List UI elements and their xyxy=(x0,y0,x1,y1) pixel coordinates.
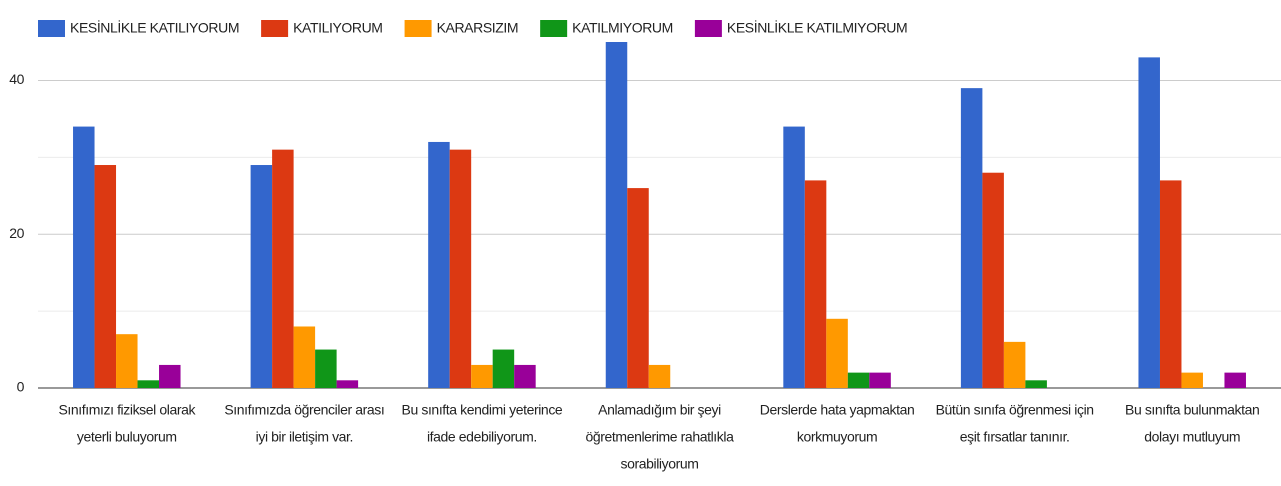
bar xyxy=(960,88,983,388)
bar xyxy=(869,372,891,388)
legend-swatch xyxy=(540,20,568,37)
bar xyxy=(826,318,848,388)
bar xyxy=(804,180,827,388)
x-tick-label: yeterli buluyorum xyxy=(77,429,177,445)
bar xyxy=(627,188,649,388)
x-tick-label: iyi bir iletişim var. xyxy=(256,429,353,445)
legend-label: KATILIYORUM xyxy=(293,20,382,36)
x-tick-label: Sınıfımızda öğrenciler arası xyxy=(224,402,384,418)
y-tick-label: 40 xyxy=(9,71,24,87)
bar xyxy=(1025,380,1047,388)
bar xyxy=(1224,372,1246,388)
bar xyxy=(293,326,316,388)
bar xyxy=(648,364,671,388)
legend-swatch xyxy=(694,20,722,37)
bar xyxy=(982,172,1004,388)
x-tick-label: korkmuyorum xyxy=(797,429,877,445)
bar xyxy=(605,42,628,388)
legend-swatch xyxy=(404,20,432,37)
legend-label: KARARSIZIM xyxy=(437,20,519,36)
x-tick-label: öğretmenlerime rahatlıkla xyxy=(586,429,735,445)
bar xyxy=(783,126,805,389)
bar xyxy=(250,165,273,388)
x-tick-label: Bütün sınıfa öğrenmesi için xyxy=(936,402,1094,418)
x-tick-label: Anlamadığım bir şeyi xyxy=(598,402,721,418)
x-tick-label: ifade edebiliyorum. xyxy=(427,429,537,445)
bar xyxy=(428,141,450,388)
legend-label: KESİNLİKLE KATILIYORUM xyxy=(70,19,239,36)
bar xyxy=(471,364,493,388)
legend-swatch xyxy=(38,20,65,37)
bar xyxy=(137,380,160,388)
bar xyxy=(847,372,870,388)
x-tick-label: dolayı mutluyum xyxy=(1144,429,1240,445)
legend-label: KESİNLİKLE KATILMIYORUM xyxy=(727,19,907,36)
y-tick-label: 0 xyxy=(17,379,25,395)
bar xyxy=(1159,180,1182,388)
x-tick-label: sorabiliyorum xyxy=(620,456,698,472)
x-tick-label: Bu sınıfta kendimi yeterince xyxy=(402,402,563,418)
x-tick-label: eşit fırsatlar tanınır. xyxy=(960,429,1070,445)
bar xyxy=(1138,57,1160,388)
bar xyxy=(94,165,117,388)
x-tick-label: Sınıfımızı fiziksel olarak xyxy=(58,402,196,418)
legend-swatch xyxy=(261,20,289,37)
bar xyxy=(1003,341,1026,388)
y-tick-label: 20 xyxy=(9,225,24,241)
x-tick-label: Derslerde hata yapmaktan xyxy=(760,402,915,418)
bar xyxy=(514,364,536,388)
bar xyxy=(116,334,138,388)
bar xyxy=(449,149,472,388)
x-tick-label: Bu sınıfta bulunmaktan xyxy=(1125,402,1259,418)
bar xyxy=(315,349,337,388)
bar xyxy=(1181,372,1203,388)
bar xyxy=(492,349,515,388)
bar xyxy=(272,149,294,388)
legend-label: KATILMIYORUM xyxy=(572,20,673,36)
bar xyxy=(159,364,181,388)
bar xyxy=(73,126,95,389)
bar xyxy=(336,380,359,388)
